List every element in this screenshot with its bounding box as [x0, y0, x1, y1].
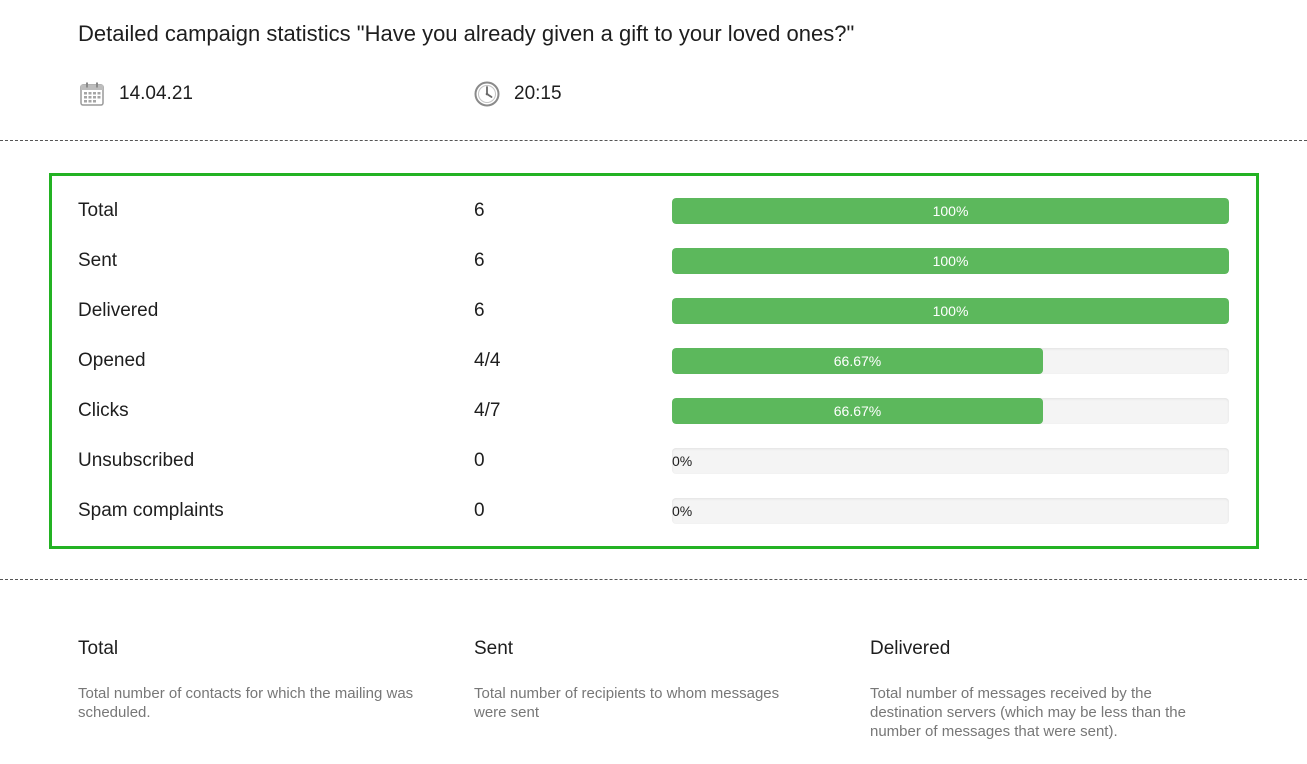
divider — [0, 579, 1307, 580]
progress-percent: 100% — [932, 303, 969, 319]
stat-value: 6 — [474, 300, 485, 321]
stat-row-delivered: Delivered 6 100% — [52, 298, 1256, 324]
description-total: Total Total number of contacts for which… — [78, 636, 418, 722]
progress-percent: 66.67% — [833, 403, 882, 419]
description-text: Total number of messages received by the… — [870, 685, 1186, 740]
progress-bar: 0% — [672, 448, 1229, 474]
description-title: Sent — [474, 638, 514, 659]
progress-bar: 100% — [672, 198, 1229, 224]
time-text: 20:15 — [514, 83, 562, 104]
description-text: Total number of contacts for which the m… — [78, 685, 414, 721]
stat-label: Spam complaints — [78, 500, 224, 521]
progress-percent: 0% — [672, 453, 693, 469]
stat-value: 0 — [474, 450, 485, 471]
description-delivered: Delivered Total number of messages recei… — [870, 636, 1210, 741]
stat-row-clicks: Clicks 4/7 66.67% — [52, 398, 1256, 424]
progress-bar: 66.67% — [672, 348, 1229, 374]
stat-label: Unsubscribed — [78, 450, 195, 471]
progress-percent: 100% — [932, 253, 969, 269]
stat-label: Opened — [78, 350, 146, 371]
stat-label: Sent — [78, 250, 118, 271]
stat-value: 6 — [474, 200, 485, 221]
progress-bar: 66.67% — [672, 398, 1229, 424]
calendar-icon — [79, 81, 105, 107]
stat-value: 4/4 — [474, 350, 501, 371]
campaign-time: 20:15 — [474, 80, 562, 108]
progress-bar: 0% — [672, 498, 1229, 524]
stat-label: Delivered — [78, 300, 159, 321]
stat-value: 6 — [474, 250, 485, 271]
stats-panel: Total 6 100% Sent 6 100% Delivered 6 100… — [49, 173, 1259, 549]
progress-fill — [672, 398, 1043, 424]
stat-value: 0 — [474, 500, 485, 521]
description-title: Total — [78, 638, 119, 659]
progress-percent: 100% — [932, 203, 969, 219]
stat-row-opened: Opened 4/4 66.67% — [52, 348, 1256, 374]
progress-bar: 100% — [672, 298, 1229, 324]
progress-percent: 0% — [672, 503, 693, 519]
description-title: Delivered — [870, 638, 951, 659]
stat-label: Clicks — [78, 400, 129, 421]
description-sent: Sent Total number of recipients to whom … — [474, 636, 814, 722]
stat-row-total: Total 6 100% — [52, 198, 1256, 224]
campaign-date: 14.04.21 — [79, 80, 193, 108]
clock-icon — [474, 81, 500, 107]
progress-fill — [672, 348, 1043, 374]
stat-row-unsubscribed: Unsubscribed 0 0% — [52, 448, 1256, 474]
stat-label: Total — [78, 200, 119, 221]
date-text: 14.04.21 — [119, 83, 193, 104]
progress-fill — [672, 198, 1229, 224]
progress-fill — [672, 298, 1229, 324]
page-title: Detailed campaign statistics "Have you a… — [78, 21, 855, 46]
progress-fill — [672, 248, 1229, 274]
progress-percent: 66.67% — [833, 353, 882, 369]
divider — [0, 140, 1307, 141]
description-text: Total number of recipients to whom messa… — [474, 685, 780, 721]
stat-row-spam-complaints: Spam complaints 0 0% — [52, 498, 1256, 524]
progress-bar: 100% — [672, 248, 1229, 274]
stat-value: 4/7 — [474, 400, 501, 421]
stat-row-sent: Sent 6 100% — [52, 248, 1256, 274]
